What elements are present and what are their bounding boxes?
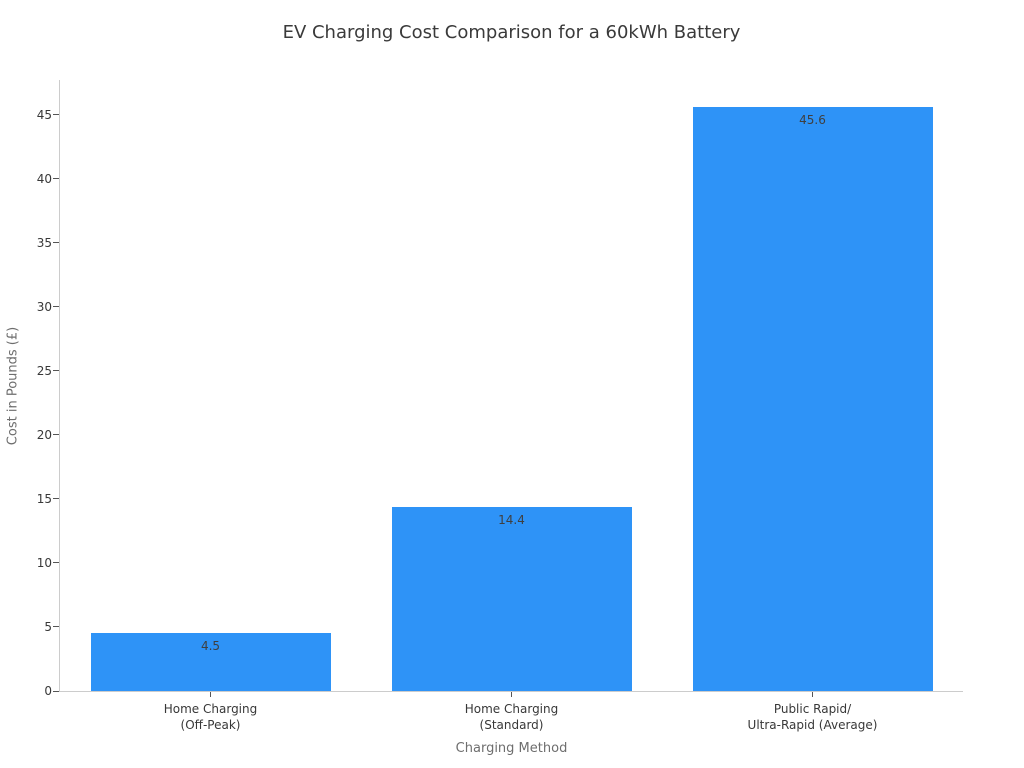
y-tick-label: 25	[36, 363, 52, 378]
y-tick-mark	[53, 434, 59, 436]
x-tick-mark	[210, 692, 211, 697]
y-tick-mark	[53, 690, 59, 692]
bar	[692, 106, 933, 691]
x-tick-label: Home Charging (Standard)	[464, 702, 559, 732]
y-tick-label: 0	[44, 684, 52, 698]
y-tick-mark	[53, 562, 59, 564]
x-axis-line	[59, 691, 963, 692]
chart-title: EV Charging Cost Comparison for a 60kWh …	[282, 22, 741, 43]
y-tick-mark	[53, 498, 59, 500]
y-tick-label: 40	[36, 171, 52, 186]
y-tick-label: 45	[36, 107, 52, 122]
bar-value-label: 4.5	[200, 639, 221, 654]
y-tick-label: 10	[36, 555, 52, 570]
x-tick-label: Home Charging (Off-Peak)	[163, 702, 258, 732]
y-tick-mark	[53, 306, 59, 308]
y-tick-mark	[53, 626, 59, 628]
x-tick-mark	[511, 692, 512, 697]
bar-value-label: 14.4	[498, 512, 525, 527]
x-tick-mark	[812, 692, 813, 697]
x-axis-title: Charging Method	[455, 741, 568, 756]
y-tick-mark	[53, 370, 59, 372]
plot-area: 0 5 10 15 20 25 30 35 40 45 4.5 Home Charging (Off-…	[37, 80, 963, 732]
y-tick-label: 20	[36, 427, 52, 442]
y-tick-mark	[53, 114, 59, 116]
y-tick-label: 5	[44, 619, 52, 634]
y-tick-mark	[53, 178, 59, 180]
y-axis-line	[59, 80, 60, 691]
bar-value-label: 45.6	[799, 112, 826, 127]
y-tick-mark	[53, 242, 59, 244]
bar	[90, 633, 331, 691]
bar	[391, 506, 632, 691]
y-tick-label: 30	[36, 299, 52, 314]
y-tick-label: 35	[36, 235, 52, 250]
y-axis-title: Cost in Pounds (£)	[5, 326, 21, 446]
x-tick-label: Public Rapid/ Ultra-Rapid (Average)	[747, 702, 878, 732]
y-tick-label: 15	[36, 491, 52, 506]
